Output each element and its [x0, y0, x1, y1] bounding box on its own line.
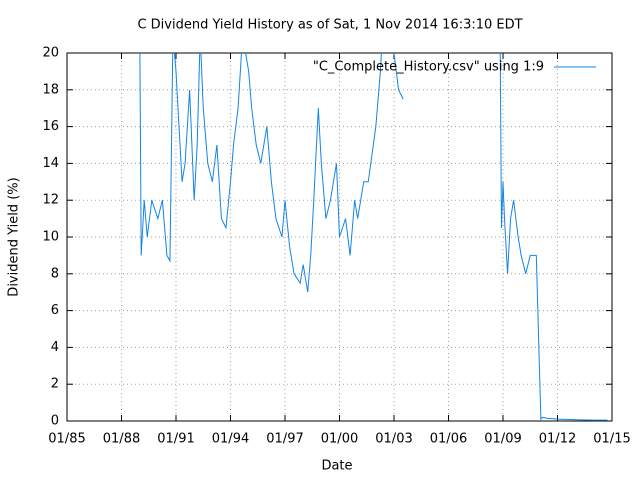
x-tick-label: 01/06	[430, 432, 467, 447]
x-tick-label: 01/85	[48, 432, 85, 447]
y-tick-label: 12	[42, 193, 59, 208]
y-tick-label: 18	[42, 82, 59, 97]
legend-label: "C_Complete_History.csv" using 1:9	[313, 60, 544, 75]
x-tick-label: 01/09	[484, 432, 521, 447]
data-line	[139, 53, 608, 421]
y-tick-label: 0	[51, 414, 59, 429]
chart-title: C Dividend Yield History as of Sat, 1 No…	[137, 18, 522, 33]
x-tick-label: 01/00	[321, 432, 358, 447]
x-tick-label: 01/94	[212, 432, 249, 447]
y-tick-label: 6	[51, 303, 59, 318]
y-tick-label: 2	[51, 377, 59, 392]
x-tick-label: 01/91	[157, 432, 194, 447]
y-tick-label: 10	[42, 230, 59, 245]
y-axis-label: Dividend Yield (%)	[7, 177, 22, 296]
x-axis-label: Date	[321, 459, 352, 474]
y-tick-label: 4	[51, 340, 59, 355]
x-tick-label: 01/12	[539, 432, 576, 447]
y-tick-label: 16	[42, 119, 59, 134]
x-tick-label: 01/15	[593, 432, 630, 447]
y-tick-label: 14	[42, 156, 59, 171]
y-tick-label: 8	[51, 266, 59, 281]
x-tick-label: 01/88	[103, 432, 140, 447]
x-tick-label: 01/03	[375, 432, 412, 447]
x-tick-label: 01/97	[266, 432, 303, 447]
y-tick-label: 20	[42, 46, 59, 61]
plot-frame	[66, 52, 613, 422]
